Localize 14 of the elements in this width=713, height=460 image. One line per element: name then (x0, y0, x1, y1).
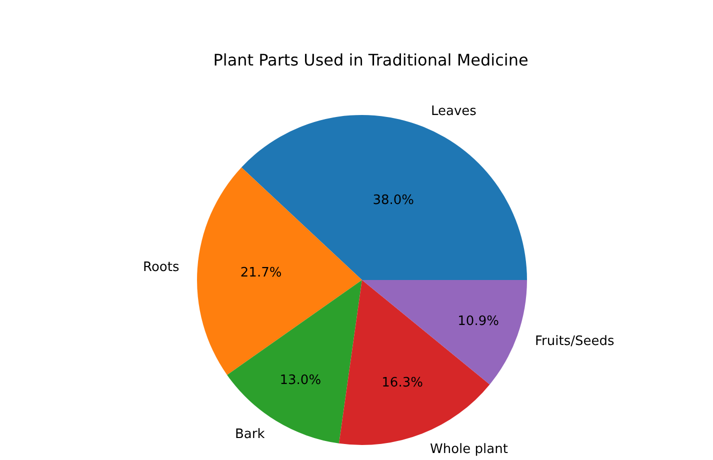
data-label: 38.0% (372, 192, 414, 208)
slice-label: Fruits/Seeds (535, 334, 614, 349)
pie-slice (227, 280, 362, 444)
data-label: 21.7% (240, 266, 282, 281)
chart-title: Plant Parts Used in Traditional Medicine (213, 50, 528, 70)
data-label: 13.0% (280, 373, 322, 388)
pie-slice (197, 167, 362, 375)
pie-slice (241, 115, 527, 280)
slice-label: Leaves (431, 104, 477, 119)
data-label: 10.9% (458, 314, 499, 330)
slice-label: Bark (235, 427, 266, 442)
data-label: 16.3% (382, 376, 423, 391)
slice-label: Whole plant (430, 442, 508, 457)
slice-label: Roots (143, 260, 180, 275)
